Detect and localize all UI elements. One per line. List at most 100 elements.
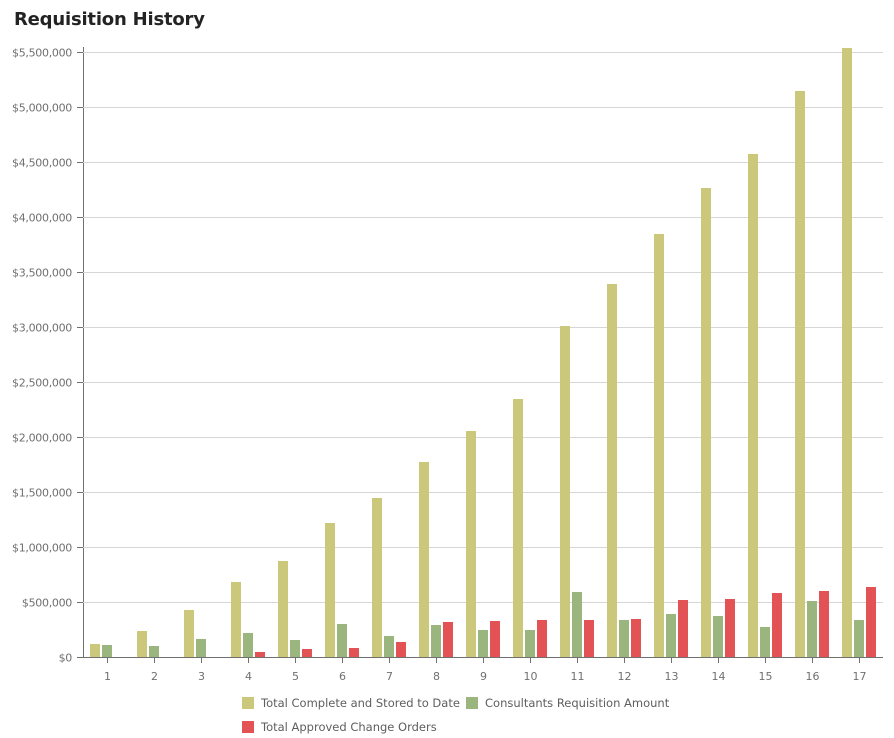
y-tick-label: $3,000,000: [12, 321, 72, 335]
gridline: [83, 602, 883, 603]
x-tick-label: 14: [711, 670, 726, 683]
x-tick: [671, 657, 672, 663]
bar-change-orders: [302, 649, 312, 657]
y-tick: [77, 162, 83, 163]
x-tick: [389, 657, 390, 663]
y-tick-label: $2,000,000: [12, 431, 72, 445]
y-tick-label: $500,000: [21, 596, 72, 610]
bar-total-complete: [701, 188, 711, 657]
y-tick-label: $3,500,000: [12, 266, 72, 280]
gridline: [83, 217, 883, 218]
page-title: Requisition History: [14, 9, 205, 30]
y-tick: [77, 437, 83, 438]
bar-consultants: [149, 646, 159, 657]
bar-consultants: [807, 601, 817, 657]
bar-change-orders: [725, 599, 735, 657]
gridline: [83, 547, 883, 548]
bar-consultants: [525, 630, 535, 657]
legend-item-consultants[interactable]: Consultants Requisition Amount: [466, 696, 669, 710]
bar-total-complete: [748, 154, 758, 657]
bar-consultants: [760, 627, 770, 657]
x-tick-label: 7: [386, 670, 393, 683]
bar-consultants: [102, 645, 112, 657]
y-tick-label: $4,500,000: [12, 156, 72, 170]
bar-change-orders: [631, 619, 641, 657]
y-tick: [77, 492, 83, 493]
x-tick: [624, 657, 625, 663]
legend-swatch-icon: [242, 697, 254, 709]
legend-label: Total Approved Change Orders: [261, 720, 437, 734]
bar-consultants: [666, 614, 676, 657]
bar-change-orders: [396, 642, 406, 657]
y-axis-line: [83, 47, 84, 658]
bar-total-complete: [607, 284, 617, 657]
x-tick: [436, 657, 437, 663]
x-tick: [530, 657, 531, 663]
bar-consultants: [290, 640, 300, 657]
x-tick: [107, 657, 108, 663]
x-tick-label: 16: [805, 670, 820, 683]
bar-total-complete: [184, 610, 194, 657]
bar-change-orders: [866, 587, 876, 657]
x-tick: [154, 657, 155, 663]
gridline: [83, 162, 883, 163]
bar-total-complete: [137, 631, 147, 657]
legend-label: Consultants Requisition Amount: [485, 696, 670, 710]
bar-change-orders: [537, 620, 547, 657]
y-tick: [77, 382, 83, 383]
x-tick-label: 17: [852, 670, 867, 683]
gridline: [83, 492, 883, 493]
y-tick-label: $5,000,000: [12, 101, 72, 115]
y-tick-label: $2,500,000: [12, 376, 72, 390]
x-tick-label: 10: [523, 670, 538, 683]
y-tick: [77, 657, 83, 658]
bar-total-complete: [325, 523, 335, 657]
y-tick: [77, 217, 83, 218]
bar-consultants: [431, 625, 441, 657]
y-tick: [77, 52, 83, 53]
bar-total-complete: [560, 326, 570, 657]
x-tick-label: 1: [104, 670, 111, 683]
bar-total-complete: [90, 644, 100, 657]
legend-swatch-icon: [466, 697, 478, 709]
x-tick-label: 15: [758, 670, 773, 683]
x-tick-label: 5: [292, 670, 299, 683]
bar-total-complete: [231, 582, 241, 657]
bar-total-complete: [513, 399, 523, 657]
bar-total-complete: [278, 561, 288, 657]
bar-change-orders: [584, 620, 594, 657]
x-tick: [201, 657, 202, 663]
y-tick: [77, 272, 83, 273]
gridline: [83, 52, 883, 53]
y-tick: [77, 107, 83, 108]
legend-item-total-complete[interactable]: Total Complete and Stored to Date: [242, 696, 460, 710]
x-tick: [483, 657, 484, 663]
bar-total-complete: [842, 48, 852, 657]
gridline: [83, 327, 883, 328]
gridline: [83, 382, 883, 383]
y-tick-label: $4,000,000: [12, 211, 72, 225]
bar-change-orders: [490, 621, 500, 657]
bar-consultants: [243, 633, 253, 657]
bar-consultants: [713, 616, 723, 657]
legend-label: Total Complete and Stored to Date: [261, 696, 460, 710]
bar-change-orders: [255, 652, 265, 657]
x-tick: [342, 657, 343, 663]
x-tick-label: 8: [433, 670, 440, 683]
gridline: [83, 272, 883, 273]
x-tick: [812, 657, 813, 663]
x-tick: [718, 657, 719, 663]
bar-consultants: [854, 620, 864, 657]
x-tick-label: 12: [617, 670, 632, 683]
bar-consultants: [196, 639, 206, 657]
gridline: [83, 437, 883, 438]
legend-item-change-orders[interactable]: Total Approved Change Orders: [242, 720, 437, 734]
bar-total-complete: [466, 431, 476, 657]
x-tick: [577, 657, 578, 663]
x-tick: [295, 657, 296, 663]
bar-change-orders: [772, 593, 782, 657]
bar-consultants: [478, 630, 488, 657]
bar-total-complete: [654, 234, 664, 657]
x-tick-label: 4: [245, 670, 252, 683]
y-tick: [77, 602, 83, 603]
